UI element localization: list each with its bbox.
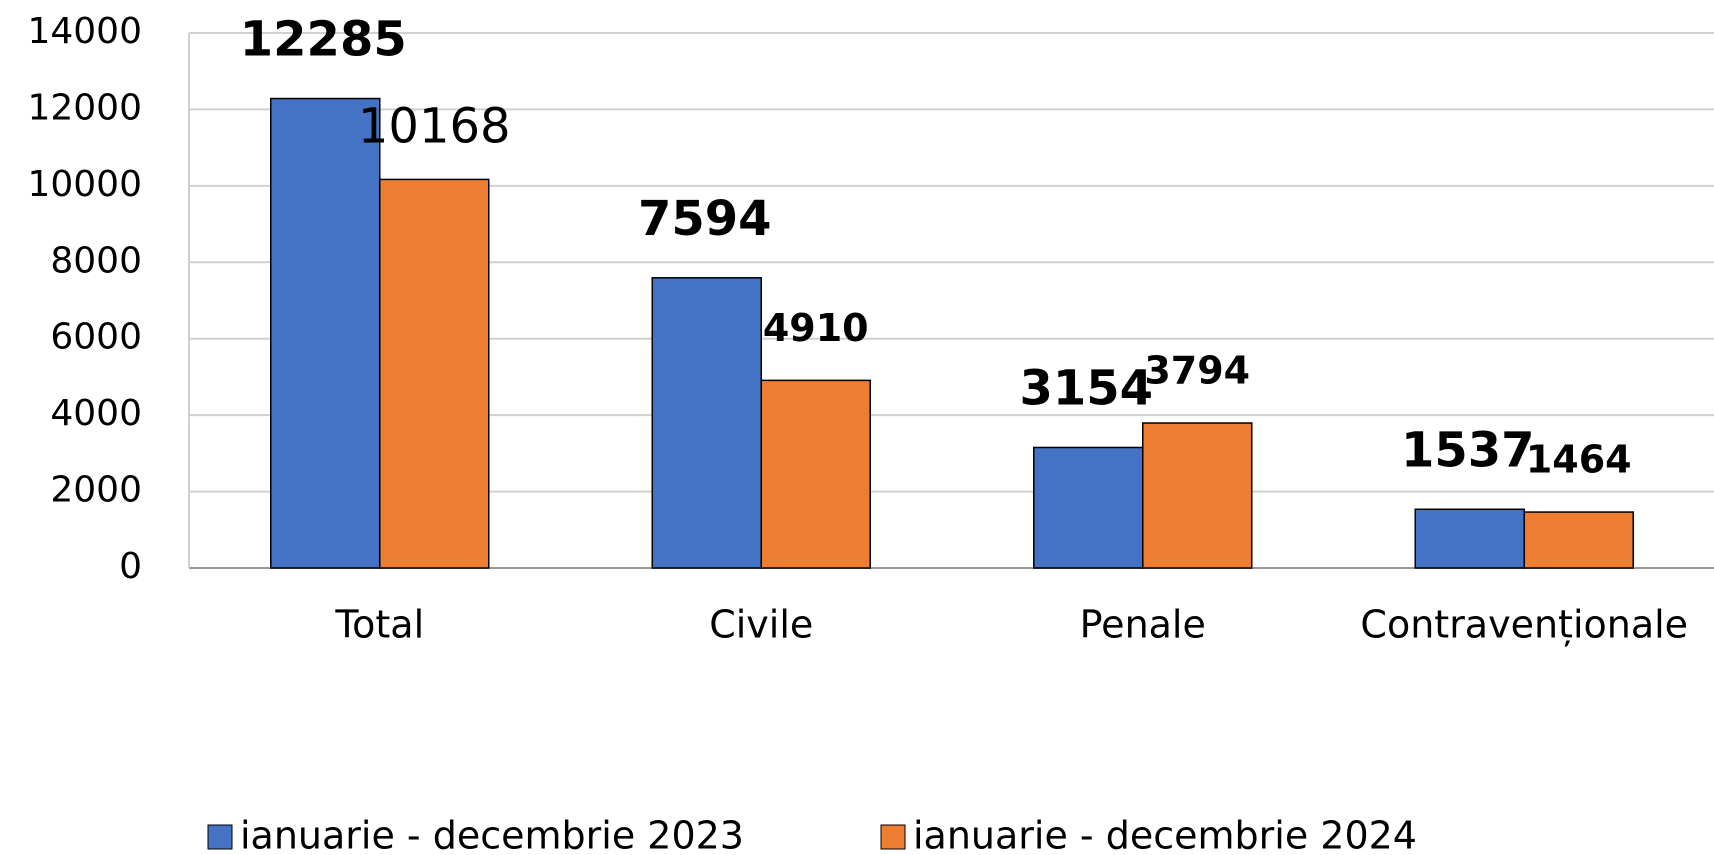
y-tick-label: 12000 (27, 87, 142, 128)
y-tick-label: 14000 (27, 11, 142, 52)
data-label: 7594 (638, 191, 772, 247)
y-tick-label: 6000 (50, 317, 142, 358)
y-tick-label: 8000 (50, 240, 142, 281)
x-tick-label: Civile (709, 603, 813, 647)
y-tick-label: 4000 (50, 393, 142, 434)
data-label: 1464 (1526, 438, 1632, 482)
x-tick-label: Penale (1080, 603, 1206, 647)
data-label: 4910 (763, 306, 869, 350)
legend-label: ianuarie - decembrie 2023 (240, 814, 744, 855)
y-tick-label: 10000 (27, 164, 142, 205)
bar (1142, 422, 1253, 569)
data-label: 1537 (1401, 422, 1535, 478)
y-tick-label: 2000 (50, 470, 142, 511)
bar (1523, 511, 1634, 569)
bar (1033, 446, 1144, 569)
y-tick-label: 0 (119, 546, 142, 587)
legend-swatch (880, 824, 906, 850)
bar (651, 277, 762, 569)
bar (270, 97, 381, 569)
x-tick-label: Total (334, 603, 424, 647)
data-label: 12285 (240, 12, 407, 68)
data-label: 3154 (1019, 360, 1153, 416)
legend-swatch (207, 824, 233, 850)
bar (1414, 508, 1525, 569)
data-label: 3794 (1144, 349, 1250, 393)
x-tick-label: Contravenționale (1360, 603, 1688, 647)
bar (760, 379, 871, 569)
bar (379, 178, 490, 569)
legend-label: ianuarie - decembrie 2024 (913, 814, 1417, 855)
data-label: 10168 (358, 98, 511, 154)
